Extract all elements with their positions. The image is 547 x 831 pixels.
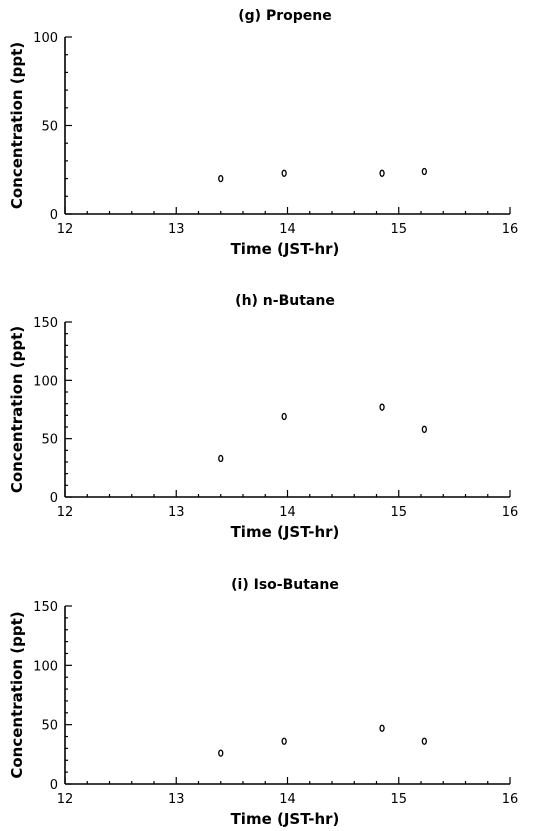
x-tick-label-propene: 13 xyxy=(168,222,185,237)
data-point-propene xyxy=(281,169,287,177)
x-axis-label-propene: Time (JST-hr) xyxy=(231,240,340,258)
y-tick-label-n-butane: 50 xyxy=(41,433,58,448)
y-axis-label-iso-butane: Concentration (ppt) xyxy=(8,611,26,778)
x-tick-label-n-butane: 14 xyxy=(279,505,296,520)
data-point-n-butane xyxy=(379,403,385,411)
x-tick-label-propene: 16 xyxy=(502,222,519,237)
y-tick-label-n-butane: 150 xyxy=(33,316,58,331)
y-tick-label-iso-butane: 0 xyxy=(50,778,58,793)
chart-panel-iso-butane: (i) Iso-Butane 12 13 14 15 16 0 50 100 150 Time (J… xyxy=(8,577,518,828)
y-tick-label-iso-butane: 100 xyxy=(33,659,58,674)
x-tick-label-iso-butane: 13 xyxy=(168,792,185,807)
data-point-propene xyxy=(379,169,385,177)
data-point-iso-butane xyxy=(421,737,427,745)
x-tick-label-propene: 14 xyxy=(279,222,296,237)
data-point-n-butane xyxy=(218,454,224,463)
chart-panel-propene: (g) Propene 12 13 14 15 16 0 50 100 Time (JST-hr)… xyxy=(8,8,518,258)
data-point-iso-butane xyxy=(281,737,287,745)
x-tick-label-iso-butane: 14 xyxy=(279,792,296,807)
y-tick-label-n-butane: 100 xyxy=(33,374,58,389)
x-tick-label-iso-butane: 15 xyxy=(390,792,407,807)
y-axis-label-propene: Concentration (ppt) xyxy=(8,42,26,209)
x-tick-label-n-butane: 16 xyxy=(502,505,519,520)
chart-title-propene: (g) Propene xyxy=(238,8,331,24)
chart-title-n-butane: (h) n-Butane xyxy=(235,293,335,309)
data-point-propene xyxy=(218,174,224,183)
data-point-n-butane xyxy=(421,425,427,433)
x-tick-label-n-butane: 15 xyxy=(390,505,407,520)
x-tick-label-iso-butane: 16 xyxy=(502,792,519,807)
y-tick-label-propene: 100 xyxy=(33,31,58,46)
y-axis-label-n-butane: Concentration (ppt) xyxy=(8,326,26,493)
x-tick-label-n-butane: 13 xyxy=(168,505,185,520)
data-point-n-butane xyxy=(281,412,287,421)
y-tick-label-iso-butane: 50 xyxy=(41,719,58,734)
y-tick-label-n-butane: 0 xyxy=(50,491,58,506)
x-tick-label-iso-butane: 12 xyxy=(57,792,74,807)
x-tick-label-propene: 15 xyxy=(390,222,407,237)
y-tick-label-iso-butane: 150 xyxy=(33,600,58,615)
chart-panel-n-butane: (h) n-Butane 12 13 14 15 16 0 50 100 150 Time (JST… xyxy=(8,293,518,541)
y-tick-label-propene: 0 xyxy=(50,208,58,223)
chart-title-iso-butane: (i) Iso-Butane xyxy=(231,577,339,593)
x-axis-label-iso-butane: Time (JST-hr) xyxy=(231,810,340,828)
x-tick-label-propene: 12 xyxy=(57,222,74,237)
x-axis-label-n-butane: Time (JST-hr) xyxy=(231,523,340,541)
data-point-iso-butane xyxy=(218,749,224,757)
x-tick-label-n-butane: 12 xyxy=(57,505,74,520)
data-point-propene xyxy=(421,167,427,176)
y-tick-label-propene: 50 xyxy=(41,120,58,135)
data-point-iso-butane xyxy=(379,724,385,732)
